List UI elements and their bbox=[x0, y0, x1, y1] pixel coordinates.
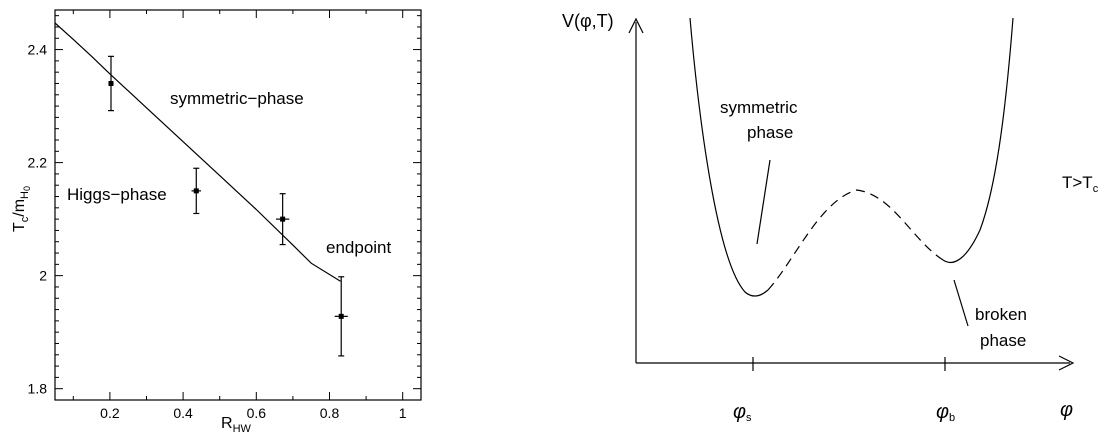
y-axis-title-denom: m bbox=[11, 199, 28, 212]
pointer-symmetric bbox=[756, 159, 771, 245]
x-axis-title: RHW bbox=[221, 415, 252, 435]
annotation-temperature-main: T>T bbox=[1062, 173, 1093, 192]
x-tick-label: 0.6 bbox=[247, 405, 267, 421]
annotation-endpoint: endpoint bbox=[326, 238, 392, 257]
right-y-axis-arrow bbox=[628, 17, 644, 34]
phi-b-sub: b bbox=[949, 412, 955, 424]
annotation-symmetric-phase-word: phase bbox=[747, 123, 793, 142]
y-tick-label: 2.4 bbox=[28, 42, 48, 58]
annotation-broken: broken bbox=[975, 305, 1027, 324]
y-axis-title-denom-sub: H bbox=[19, 191, 31, 199]
x-axis-title-sub: HW bbox=[233, 423, 252, 435]
phi-b-main: φ bbox=[936, 401, 949, 423]
left-chart: 0.2 0.4 0.6 0.8 11.822.22.4 symmetric−phase … bbox=[11, 9, 422, 435]
annotation-temperature-sub: c bbox=[1093, 183, 1099, 195]
y-tick-label: 1.8 bbox=[28, 381, 48, 397]
y-tick-label: 2.2 bbox=[28, 155, 48, 171]
y-axis-title-main: T bbox=[11, 222, 28, 232]
data-point bbox=[193, 188, 199, 194]
fit-curve bbox=[54, 22, 341, 282]
right-chart: V(φ,T) φ φs φb symmetric phase broken ph… bbox=[562, 11, 1099, 424]
y-axis-title-slash: / bbox=[11, 212, 28, 217]
annotation-temperature: T>Tc bbox=[1062, 173, 1099, 195]
y-tick-label: 2 bbox=[39, 268, 47, 284]
data-point bbox=[280, 216, 286, 222]
x-tick-label: 0.2 bbox=[100, 405, 120, 421]
right-x-axis-title: φ bbox=[1060, 399, 1073, 421]
left-points bbox=[107, 55, 348, 357]
y-axis-title-denom-subsub: 0 bbox=[22, 186, 32, 191]
right-y-axis-title: V(φ,T) bbox=[562, 11, 614, 31]
x-tick-label: 1 bbox=[399, 405, 407, 421]
left-plot-frame bbox=[54, 9, 422, 401]
data-point bbox=[108, 80, 114, 86]
annotation-broken-phase-word: phase bbox=[980, 331, 1026, 350]
right-x-axis-arrow bbox=[1058, 355, 1075, 371]
phi-s-sub: s bbox=[746, 412, 752, 424]
x-axis-title-main: R bbox=[221, 415, 233, 432]
annotation-higgs-phase: Higgs−phase bbox=[67, 185, 167, 204]
pointer-broken bbox=[953, 279, 969, 327]
left-curve-group bbox=[54, 22, 341, 282]
potential-curve-broken-branch bbox=[942, 17, 1014, 263]
annotation-symmetric-phase: symmetric−phase bbox=[170, 89, 304, 108]
annotation-symmetric: symmetric bbox=[720, 98, 798, 117]
phi-s-label: φs bbox=[733, 401, 752, 424]
data-point bbox=[338, 313, 344, 319]
x-tick-label: 0.4 bbox=[173, 405, 193, 421]
y-axis-title-sub: c bbox=[19, 216, 31, 222]
potential-curve-symmetric-branch bbox=[689, 17, 769, 297]
x-tick-label: 0.8 bbox=[320, 405, 340, 421]
potential-curve-barrier bbox=[767, 189, 944, 291]
phi-b-label: φb bbox=[936, 401, 955, 424]
left-ticks: 0.2 0.4 0.6 0.8 1 1.8 2 2.2 2.4 bbox=[28, 10, 421, 421]
y-axis-title: Tc/mH0 bbox=[11, 186, 32, 232]
phi-s-main: φ bbox=[733, 401, 746, 423]
